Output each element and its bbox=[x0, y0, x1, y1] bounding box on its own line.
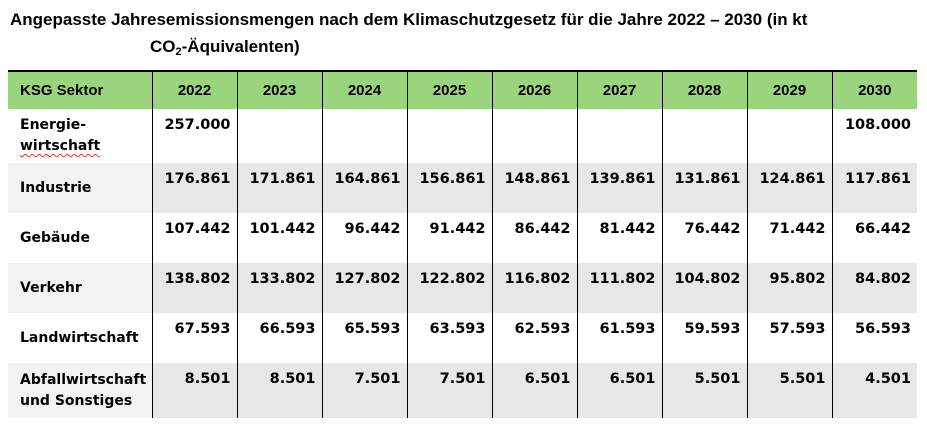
column-header-2028: 2028 bbox=[661, 71, 747, 109]
column-header-2026: 2026 bbox=[491, 71, 577, 109]
value-cell: 62.593 bbox=[491, 313, 577, 363]
table-row-abfallwirtschaft: Abfallwirtschaft und Sonstiges 8.501 8.5… bbox=[8, 363, 917, 418]
value-cell: 56.593 bbox=[831, 313, 917, 363]
page-title-text-1: Angepasste Jahresemissionsmengen nach de… bbox=[10, 10, 808, 29]
column-header-2024: 2024 bbox=[321, 71, 407, 109]
sector-label-cell: Industrie bbox=[8, 163, 152, 213]
table-row-energiewirtschaft: Energie- wirtschaft 257.000 108.000 bbox=[8, 109, 917, 163]
value-cell: 61.593 bbox=[576, 313, 662, 363]
table-row-gebaeude: Gebäude 107.442 101.442 96.442 91.442 86… bbox=[8, 213, 917, 263]
table-row-industrie: Industrie 176.861 171.861 164.861 156.86… bbox=[8, 163, 917, 213]
value-cell: 111.802 bbox=[576, 263, 662, 313]
sector-label-cell: Energie- wirtschaft bbox=[8, 109, 152, 163]
sector-label-line2-misspelled: wirtschaft bbox=[20, 136, 151, 157]
column-header-2029: 2029 bbox=[746, 71, 832, 109]
sector-label-line1: Industrie bbox=[20, 179, 92, 196]
sector-label-line1: Landwirtschaft bbox=[20, 329, 139, 346]
value-cell: 4.501 bbox=[831, 363, 917, 418]
sector-label-line1: Abfallwirtschaft bbox=[20, 371, 147, 388]
value-cell bbox=[491, 109, 577, 163]
value-cell: 108.000 bbox=[831, 109, 917, 163]
sector-label-cell: Gebäude bbox=[8, 213, 152, 263]
sector-label-cell: Landwirtschaft bbox=[8, 313, 152, 363]
column-header-sector: KSG Sektor bbox=[8, 71, 152, 109]
value-cell: 96.442 bbox=[321, 213, 407, 263]
value-cell: 164.861 bbox=[321, 163, 407, 213]
value-cell bbox=[576, 109, 662, 163]
value-cell: 5.501 bbox=[746, 363, 832, 418]
sector-label-cell: Verkehr bbox=[8, 263, 152, 313]
value-cell: 122.802 bbox=[406, 263, 492, 313]
value-cell: 104.802 bbox=[661, 263, 747, 313]
value-cell: 57.593 bbox=[746, 313, 832, 363]
value-cell: 117.861 bbox=[831, 163, 917, 213]
value-cell: 67.593 bbox=[151, 313, 237, 363]
value-cell: 124.861 bbox=[746, 163, 832, 213]
co2-subscript: 2 bbox=[175, 46, 182, 58]
value-cell: 101.442 bbox=[236, 213, 322, 263]
value-cell: 5.501 bbox=[661, 363, 747, 418]
value-cell bbox=[661, 109, 747, 163]
value-cell: 139.861 bbox=[576, 163, 662, 213]
page-title-line2: CO2-Äquivalenten) bbox=[150, 33, 919, 66]
value-cell: 66.442 bbox=[831, 213, 917, 263]
value-cell: 8.501 bbox=[236, 363, 322, 418]
page-title: Angepasste Jahresemissionsmengen nach de… bbox=[0, 0, 927, 66]
column-header-2022: 2022 bbox=[151, 71, 237, 109]
sector-label-cell: Abfallwirtschaft und Sonstiges bbox=[8, 363, 152, 418]
value-cell: 6.501 bbox=[491, 363, 577, 418]
value-cell: 176.861 bbox=[151, 163, 237, 213]
value-cell: 76.442 bbox=[661, 213, 747, 263]
value-cell: 59.593 bbox=[661, 313, 747, 363]
value-cell: 84.802 bbox=[831, 263, 917, 313]
page-title-line1: Angepasste Jahresemissionsmengen nach de… bbox=[10, 6, 919, 33]
column-header-2025: 2025 bbox=[406, 71, 492, 109]
value-cell bbox=[746, 109, 832, 163]
value-cell: 7.501 bbox=[406, 363, 492, 418]
value-cell: 6.501 bbox=[576, 363, 662, 418]
value-cell: 116.802 bbox=[491, 263, 577, 313]
value-cell: 171.861 bbox=[236, 163, 322, 213]
table-header-row: KSG Sektor 2022 2023 2024 2025 2026 2027… bbox=[8, 71, 917, 109]
value-cell: 156.861 bbox=[406, 163, 492, 213]
value-cell: 131.861 bbox=[661, 163, 747, 213]
value-cell: 86.442 bbox=[491, 213, 577, 263]
value-cell bbox=[321, 109, 407, 163]
table-row-landwirtschaft: Landwirtschaft 67.593 66.593 65.593 63.5… bbox=[8, 313, 917, 363]
value-cell: 95.802 bbox=[746, 263, 832, 313]
value-cell: 66.593 bbox=[236, 313, 322, 363]
value-cell bbox=[236, 109, 322, 163]
value-cell: 257.000 bbox=[151, 109, 237, 163]
value-cell: 63.593 bbox=[406, 313, 492, 363]
spellcheck-underline: wirtschaft bbox=[20, 138, 101, 154]
sector-label-line1: Energie- bbox=[20, 117, 87, 133]
sector-label-line2: und Sonstiges bbox=[20, 392, 133, 409]
value-cell: 81.442 bbox=[576, 213, 662, 263]
column-header-2023: 2023 bbox=[236, 71, 322, 109]
table-row-verkehr: Verkehr 138.802 133.802 127.802 122.802 … bbox=[8, 263, 917, 313]
column-header-2030: 2030 bbox=[831, 71, 917, 109]
sector-label-line1: Gebäude bbox=[20, 229, 90, 246]
value-cell: 7.501 bbox=[321, 363, 407, 418]
value-cell: 133.802 bbox=[236, 263, 322, 313]
page-title-text-2: CO bbox=[150, 37, 176, 56]
column-header-2027: 2027 bbox=[576, 71, 662, 109]
value-cell: 71.442 bbox=[746, 213, 832, 263]
value-cell: 107.442 bbox=[151, 213, 237, 263]
page-title-text-3: -Äquivalenten) bbox=[181, 37, 300, 56]
value-cell: 127.802 bbox=[321, 263, 407, 313]
sector-label-line1: Verkehr bbox=[20, 279, 82, 296]
emissions-table: KSG Sektor 2022 2023 2024 2025 2026 2027… bbox=[8, 70, 917, 418]
value-cell: 91.442 bbox=[406, 213, 492, 263]
value-cell: 65.593 bbox=[321, 313, 407, 363]
value-cell: 8.501 bbox=[151, 363, 237, 418]
value-cell: 148.861 bbox=[491, 163, 577, 213]
value-cell bbox=[406, 109, 492, 163]
value-cell: 138.802 bbox=[151, 263, 237, 313]
